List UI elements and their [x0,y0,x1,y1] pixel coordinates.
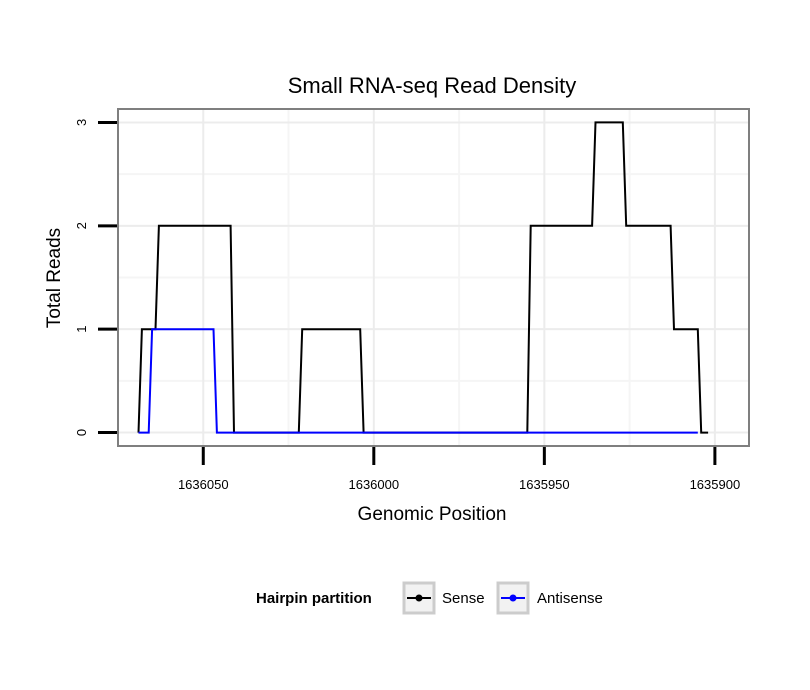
legend-label-antisense: Antisense [537,590,603,607]
series-line-antisense [138,328,698,434]
y-tick-label: 2 [74,222,89,229]
y-axis: 0 1 2 3 [74,119,117,436]
series-layer [137,121,709,434]
y-axis-title: Total Reads [44,228,65,328]
plot-border [117,108,750,447]
y-tick-label: 3 [74,119,89,126]
x-axis-title: Genomic Position [358,504,507,525]
legend-label-sense: Sense [442,590,485,607]
y-tick-label: 1 [74,326,89,333]
x-axis: 1636050 1636000 1635950 1635900 [178,447,740,492]
y-tick-label: 0 [74,429,89,436]
x-tick-label: 1636000 [348,477,399,492]
x-tick-label: 1635950 [519,477,570,492]
grid [118,109,749,446]
legend-point-antisense [509,594,517,602]
chart-title: Small RNA-seq Read Density [288,73,577,98]
x-tick-label: 1635900 [690,477,741,492]
legend: Hairpin partition Sense Antisense [256,581,603,615]
legend-title: Hairpin partition [256,590,372,607]
legend-point-sense [415,594,423,602]
x-tick-label: 1636050 [178,477,229,492]
